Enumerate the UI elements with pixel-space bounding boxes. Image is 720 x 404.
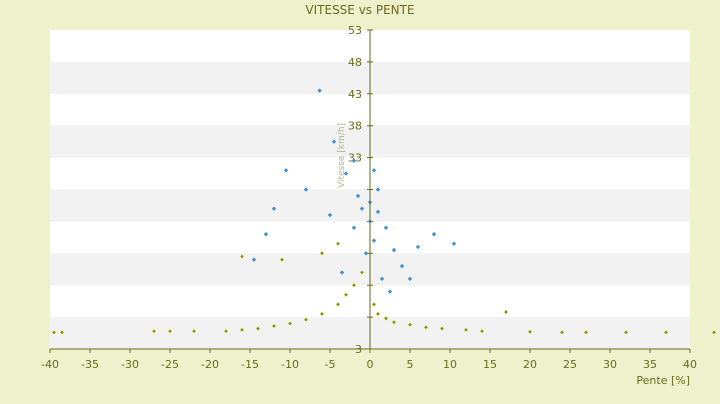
point-olive xyxy=(711,329,717,336)
point-blue xyxy=(387,289,393,294)
x-tick-label: 15 xyxy=(483,358,497,371)
point-olive xyxy=(191,328,197,334)
chart-title: VITESSE vs PENTE xyxy=(305,3,414,17)
point-blue xyxy=(339,270,345,275)
point-olive xyxy=(383,315,389,322)
point-blue xyxy=(375,209,381,215)
x-tick-label: 10 xyxy=(443,358,457,371)
point-blue xyxy=(383,225,389,230)
point-olive xyxy=(407,322,413,328)
point-blue xyxy=(371,238,377,243)
point-olive xyxy=(359,269,365,276)
point-olive xyxy=(343,292,349,298)
point-olive xyxy=(351,282,357,288)
point-olive xyxy=(559,329,565,336)
point-olive xyxy=(503,309,509,315)
point-olive xyxy=(583,329,589,336)
point-olive xyxy=(223,328,229,334)
y-tick-label: 33 xyxy=(348,152,362,165)
x-tick-label: -5 xyxy=(325,358,336,371)
point-olive xyxy=(303,317,309,323)
point-olive xyxy=(167,328,173,334)
point-olive xyxy=(371,301,377,307)
series-blue-points xyxy=(251,88,457,294)
point-blue xyxy=(407,276,413,282)
point-olive xyxy=(271,323,277,329)
y-tick-label: 53 xyxy=(348,24,362,37)
point-blue xyxy=(379,276,385,282)
x-axis-ticks: -40 -35 -30 -25 -20 -15 -10 -5 0 5 10 15 20 25 30 35 40 xyxy=(41,349,697,371)
point-olive xyxy=(319,250,325,256)
point-blue xyxy=(399,263,405,269)
x-tick-label: 0 xyxy=(367,358,374,371)
point-olive xyxy=(239,327,245,333)
point-blue xyxy=(331,139,337,144)
point-blue xyxy=(415,244,421,250)
x-tick-label: 40 xyxy=(683,358,697,371)
point-blue xyxy=(251,257,257,262)
point-olive xyxy=(527,329,533,335)
x-tick-label: -35 xyxy=(81,358,99,371)
point-olive xyxy=(391,319,397,325)
point-blue xyxy=(317,88,322,93)
y-axis-label: Vitesse [km/h] xyxy=(337,123,347,188)
y-tick-label: 38 xyxy=(348,120,362,133)
point-blue xyxy=(263,231,269,237)
point-blue xyxy=(355,193,361,199)
point-blue xyxy=(303,187,309,192)
x-tick-label: -40 xyxy=(41,358,59,371)
point-blue xyxy=(391,247,397,253)
point-olive xyxy=(319,311,325,317)
point-olive xyxy=(151,328,157,334)
point-blue xyxy=(359,206,365,211)
x-tick-label: 30 xyxy=(603,358,617,371)
point-olive xyxy=(279,257,285,263)
point-olive xyxy=(335,241,341,247)
point-olive xyxy=(59,329,65,336)
point-olive xyxy=(463,327,469,333)
x-tick-label: -15 xyxy=(241,358,259,371)
x-tick-label: 35 xyxy=(643,358,657,371)
x-tick-label: -20 xyxy=(201,358,219,371)
point-olive xyxy=(239,253,245,260)
point-olive xyxy=(335,301,341,307)
point-blue xyxy=(431,231,437,237)
x-tick-label: -25 xyxy=(161,358,179,371)
point-olive xyxy=(375,311,381,317)
point-blue xyxy=(283,168,289,173)
x-tick-label: 25 xyxy=(563,358,577,371)
y-tick-label: 48 xyxy=(348,56,362,69)
x-axis-label: Pente [%] xyxy=(636,374,690,387)
point-blue xyxy=(371,168,377,173)
point-olive xyxy=(51,329,57,336)
point-blue xyxy=(271,206,277,211)
point-blue xyxy=(375,187,381,192)
point-olive xyxy=(439,325,445,332)
point-blue xyxy=(451,241,457,246)
x-tick-label: 20 xyxy=(523,358,537,371)
point-olive xyxy=(287,320,293,327)
point-olive xyxy=(423,324,429,330)
point-blue xyxy=(327,212,333,218)
point-olive xyxy=(663,329,669,336)
point-olive xyxy=(479,328,485,334)
point-blue xyxy=(363,251,369,256)
y-tick-label: 43 xyxy=(348,88,362,101)
point-blue xyxy=(343,171,349,176)
series-olive-points xyxy=(51,241,717,336)
point-blue xyxy=(351,225,357,230)
point-olive xyxy=(623,329,629,336)
x-tick-label: -30 xyxy=(121,358,139,371)
point-olive xyxy=(255,325,261,332)
x-tick-label: 5 xyxy=(407,358,414,371)
point-blue xyxy=(351,158,357,163)
x-tick-label: -10 xyxy=(281,358,299,371)
